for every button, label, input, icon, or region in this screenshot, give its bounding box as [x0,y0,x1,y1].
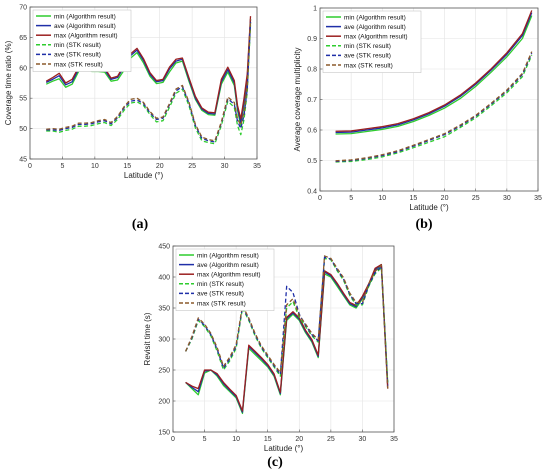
x-tick-label: 10 [91,163,99,170]
x-tick-label: 25 [472,195,480,202]
series-line-5 [46,22,252,143]
legend-box [175,248,275,311]
x-axis-label: Latitude (°) [124,171,164,180]
x-axis-label: Latitude (°) [409,203,449,212]
x-tick-label: 25 [188,163,196,170]
legend-label: ave (Algorithm result) [54,23,116,30]
panel-label: (b) [415,217,432,232]
series-line-4 [46,25,252,145]
y-tick-label: 200 [158,399,170,406]
x-tick-label: 5 [203,436,207,443]
legend-label: max (Algorithm result) [344,34,408,41]
axes-frame [29,6,258,160]
legend-label: min (Algorithm result) [54,13,116,20]
y-tick-label: 250 [158,368,170,375]
y-axis-label: Coverage time ratio (%) [4,40,13,125]
series-line-6 [335,51,533,162]
y-tick-label: 60 [19,65,27,72]
x-tick-label: 15 [264,436,272,443]
y-tick-label: 70 [19,5,27,12]
series-line-4 [185,257,389,383]
x-tick-label: 25 [327,436,335,443]
x-tick-label: 30 [359,436,367,443]
y-tick-label: 1 [313,6,317,13]
legend-label: ave (STK result) [344,53,391,60]
x-tick-label: 15 [410,195,418,202]
y-tick-label: 0.7 [307,97,317,104]
legend-label: max (Algorithm result) [197,272,261,279]
legend-label: max (STK result) [54,61,103,68]
series-group [185,255,389,415]
legend: min (Algorithm result) ave (Algorithm res… [322,10,422,73]
x-tick-label: 20 [295,436,303,443]
x-tick-label: 30 [503,195,511,202]
series-line-3 [335,10,533,132]
series-line-5 [185,256,389,386]
x-tick-label: 35 [253,163,261,170]
x-tick-label: 10 [378,195,386,202]
y-axis-label: Average coverage multiplicity [293,48,302,152]
y-axis-label: Revisit time (s) [143,312,152,365]
legend-box [32,9,132,72]
legend-box [322,10,422,73]
legend-label: max (Algorithm result) [54,33,118,40]
legend-label: max (STK result) [344,62,393,69]
x-tick-label: 10 [232,436,240,443]
panel-label: (a) [132,217,149,232]
x-tick-label: 35 [390,436,398,443]
y-tick-label: 350 [158,306,170,313]
x-axis-label: Latitude (°) [264,444,304,453]
series-line-1 [335,15,533,135]
y-tick-label: 300 [158,337,170,344]
x-tick-label: 20 [441,195,449,202]
x-tick-label: 5 [60,163,64,170]
chart-panel-1: 0 5 10 15 20 25 30 35 45 50 55 60 65 70 Latitude (°) Co… [4,5,261,233]
legend-label: ave (Algorithm result) [344,24,406,31]
series-group [335,10,533,163]
series-line-6 [46,19,252,142]
chart-panel-2: 0 5 10 15 20 25 30 35 0.4 0.5 0.6 0.7 0.8 0.9 1 Latitud… [293,6,542,233]
x-tick-label: 0 [318,195,322,202]
y-tick-label: 0.6 [307,128,317,135]
y-tick-label: 400 [158,275,170,282]
y-tick-label: 0.5 [307,158,317,165]
y-tick-label: 0.8 [307,67,317,74]
x-tick-label: 0 [171,436,175,443]
panel-label: (c) [267,455,283,470]
y-tick-label: 150 [158,430,170,437]
y-tick-label: 65 [19,35,27,42]
legend-label: ave (STK result) [197,291,244,298]
legend-label: min (STK result) [197,281,244,288]
legend: min (Algorithm result) ave (Algorithm res… [32,9,132,72]
legend-label: ave (STK result) [54,52,101,59]
series-line-6 [185,255,389,389]
legend-label: min (Algorithm result) [344,14,406,21]
legend-label: max (STK result) [197,300,246,307]
series-line-3 [185,263,389,412]
y-tick-label: 50 [19,126,27,133]
y-tick-label: 0.4 [307,189,317,196]
series-line-5 [335,52,533,163]
legend-label: min (STK result) [54,42,101,49]
y-tick-label: 0.9 [307,36,317,43]
y-tick-label: 55 [19,96,27,103]
x-tick-label: 20 [156,163,164,170]
x-tick-label: 0 [28,163,32,170]
x-tick-label: 5 [349,195,353,202]
legend-label: min (Algorithm result) [197,252,259,259]
x-tick-label: 35 [534,195,542,202]
legend: min (Algorithm result) ave (Algorithm res… [175,248,275,311]
series-line-4 [335,55,533,163]
chart-panel-3: 0 5 10 15 20 25 30 35 150 200 250 300 350 400 450 Latit… [143,244,398,471]
y-tick-label: 450 [158,244,170,251]
legend-label: ave (Algorithm result) [197,262,259,269]
x-tick-label: 15 [123,163,131,170]
legend-label: min (STK result) [344,43,391,50]
series-line-2 [335,12,533,134]
y-tick-label: 45 [19,157,27,164]
x-tick-label: 30 [221,163,229,170]
